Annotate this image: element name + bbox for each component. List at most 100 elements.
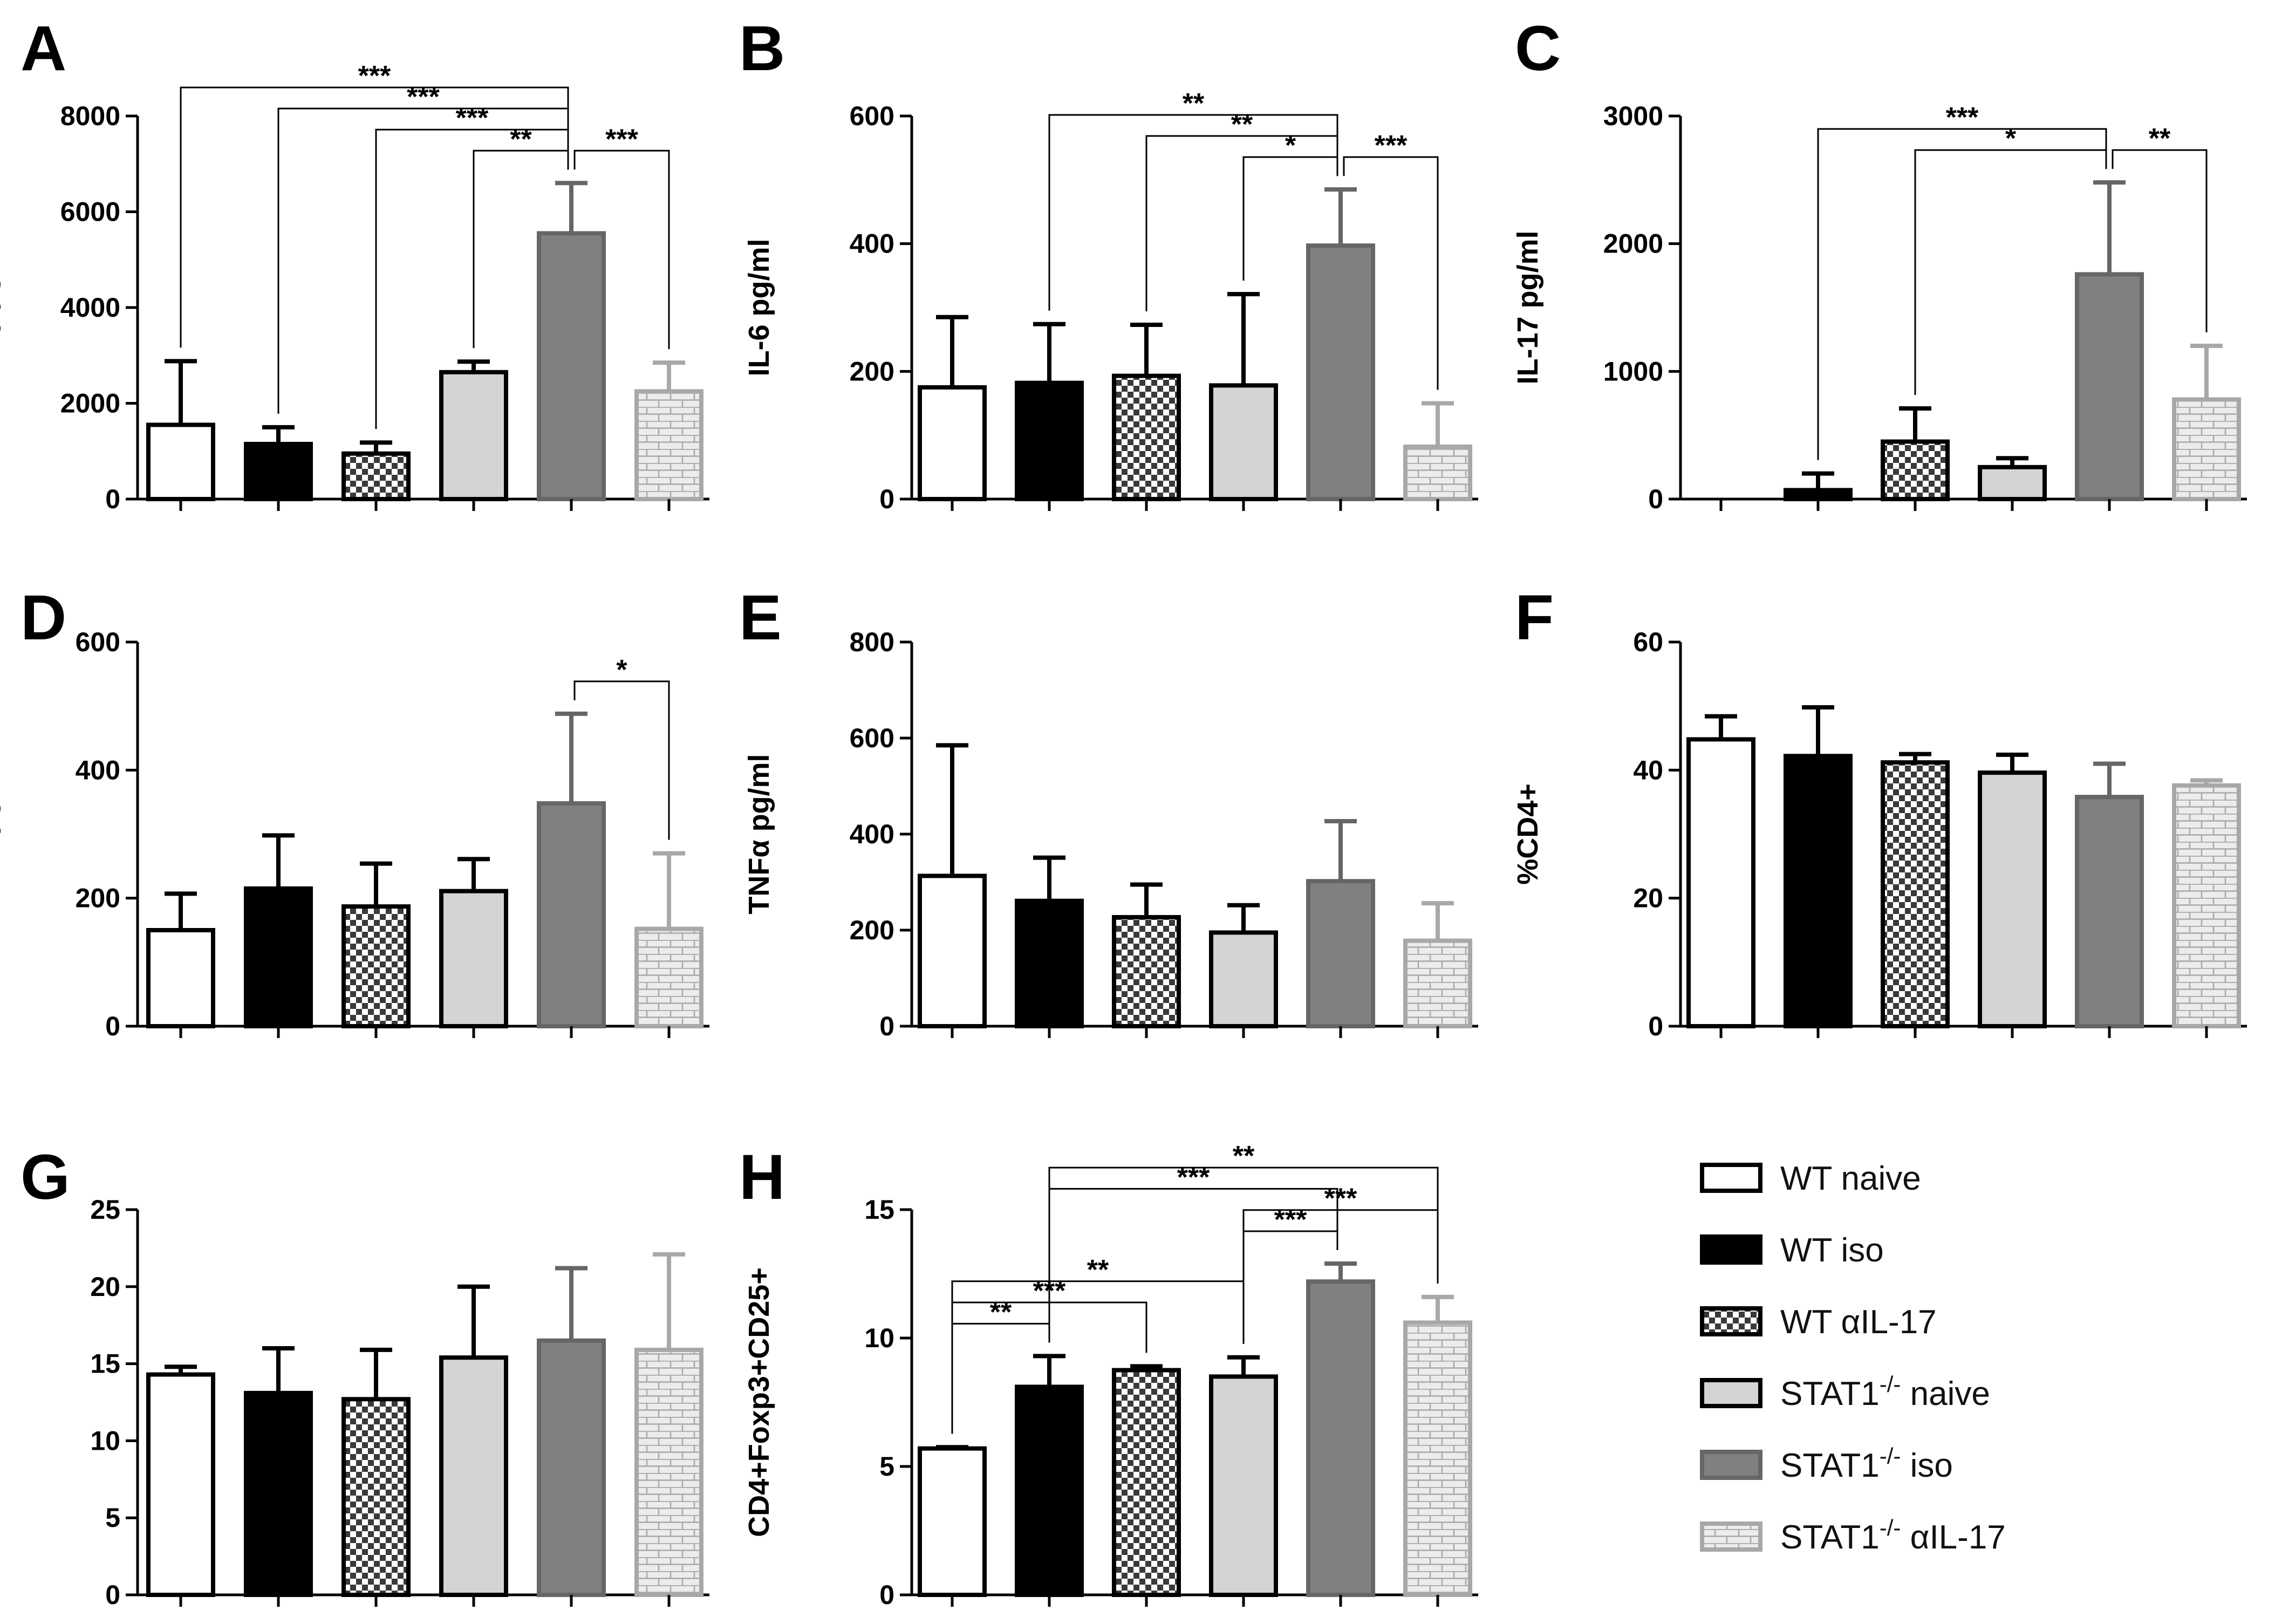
y-axis-title: TNFα pg/ml <box>743 754 775 914</box>
significance-bracket: *** <box>1343 130 1439 390</box>
significance-label: * <box>1285 130 1296 161</box>
bar-rect <box>1209 930 1278 1028</box>
bar-rect <box>2075 795 2144 1028</box>
y-tick-label: 3000 <box>1603 101 1663 131</box>
bar-rect <box>1015 898 1084 1028</box>
y-tick-label: 200 <box>76 883 120 913</box>
y-tick-label: 200 <box>850 356 894 386</box>
bar-rect <box>439 370 508 501</box>
bar-rect <box>1978 770 2047 1028</box>
bar-rect <box>634 1347 703 1597</box>
bar-rect <box>537 231 606 501</box>
y-tick-label: 10 <box>864 1323 894 1353</box>
legend-item-2: WT iso <box>1700 1232 1884 1269</box>
y-axis-title: %CD4+ <box>1512 783 1544 885</box>
legend-label: WT αIL-17 <box>1780 1304 1937 1341</box>
significance-label: ** <box>1183 88 1205 119</box>
bar-1 <box>918 1445 987 1597</box>
bar-rect <box>146 422 215 501</box>
bar-3 <box>1112 882 1181 1028</box>
y-tick-label: 10 <box>90 1425 120 1456</box>
y-axis-title: IFNγ pg/ml <box>0 233 1 382</box>
significance-bracket: ** <box>951 1254 1245 1434</box>
significance-bracket: *** <box>180 60 569 348</box>
y-tick-label: 0 <box>105 1580 120 1610</box>
bracket-line <box>573 149 670 350</box>
panel-letter: H <box>739 1142 785 1213</box>
bar-1 <box>918 315 987 502</box>
significance-label: *** <box>407 81 440 113</box>
bar-2 <box>244 833 313 1029</box>
significance-label: *** <box>1375 130 1408 161</box>
bar-5 <box>537 1266 606 1597</box>
y-axis-title: % CD8+ <box>0 1348 1 1457</box>
bar-3 <box>341 1347 411 1598</box>
bar-1 <box>918 743 987 1029</box>
bar-4 <box>439 1284 508 1598</box>
bar-6 <box>634 360 703 501</box>
bar-1 <box>146 891 215 1028</box>
bar-3 <box>1112 1364 1181 1597</box>
bar-3 <box>1112 322 1181 501</box>
y-tick-label: 15 <box>90 1349 120 1379</box>
bar-rect <box>439 1355 508 1598</box>
bar-rect <box>244 886 313 1029</box>
significance-label: * <box>2005 123 2017 154</box>
significance-bracket: ** <box>1048 1141 1439 1343</box>
bar-rect <box>341 904 411 1029</box>
y-tick-label: 0 <box>879 1011 894 1041</box>
bar-5 <box>2075 761 2144 1028</box>
legend-swatch <box>1700 1378 1762 1408</box>
legend: WT naive WT iso WT αIL-17 STAT1-/- naive STA… <box>1700 1160 2006 1556</box>
significance-bracket: * <box>573 654 670 840</box>
y-tick-label: 600 <box>850 723 894 753</box>
bar-4 <box>1209 292 1278 501</box>
significance-label: ** <box>1087 1254 1109 1286</box>
bar-3 <box>341 440 411 501</box>
bracket-line <box>1817 128 2107 460</box>
bar-6 <box>634 1252 703 1597</box>
bar-rect <box>439 889 508 1028</box>
bracket-line <box>1048 1166 1439 1343</box>
panel-letter: E <box>739 582 782 653</box>
bar-2 <box>1784 705 1853 1029</box>
significance-bracket: *** <box>1048 1162 1338 1343</box>
bar-4 <box>439 359 508 501</box>
significance-bracket: *** <box>573 124 670 350</box>
y-tick-label: 0 <box>105 1011 120 1041</box>
significance-label: *** <box>1946 102 1979 133</box>
significance-label: ** <box>1231 109 1253 140</box>
bar-3 <box>1881 752 1950 1029</box>
bar-3 <box>341 861 411 1029</box>
y-tick-label: 5 <box>105 1503 120 1533</box>
legend-label: STAT1-/- iso <box>1780 1443 1953 1484</box>
bar-rect <box>2172 397 2241 502</box>
y-tick-label: 5 <box>879 1451 894 1482</box>
y-tick-label: 15 <box>864 1195 894 1225</box>
legend-label: STAT1-/- αIL-17 <box>1780 1515 2006 1556</box>
bar-rect <box>1686 737 1755 1028</box>
panel-letter: D <box>21 582 66 653</box>
bar-6 <box>1403 401 1472 502</box>
significance-label: *** <box>456 103 489 134</box>
bar-rect <box>1306 879 1375 1028</box>
bar-1 <box>146 359 215 501</box>
bracket-line <box>1048 114 1338 311</box>
bracket-line <box>2112 149 2208 332</box>
bar-2 <box>244 425 313 501</box>
y-tick-label: 0 <box>1648 484 1663 514</box>
bar-2 <box>1015 1354 1084 1597</box>
panel-letter: A <box>21 13 66 84</box>
legend-item-3: WT αIL-17 <box>1700 1304 1937 1341</box>
y-tick-label: 4000 <box>60 292 120 323</box>
bar-6 <box>1403 901 1472 1028</box>
y-tick-label: 0 <box>879 1580 894 1610</box>
bar-rect <box>1306 243 1375 501</box>
bar-rect <box>1978 465 2047 501</box>
bar-rect <box>918 874 987 1029</box>
bar-rect <box>1015 380 1084 502</box>
legend-item-4: STAT1-/- naive <box>1700 1371 1990 1413</box>
y-tick-label: 6000 <box>60 197 120 227</box>
y-tick-label: 40 <box>1633 755 1663 785</box>
bar-rect <box>2172 783 2241 1029</box>
